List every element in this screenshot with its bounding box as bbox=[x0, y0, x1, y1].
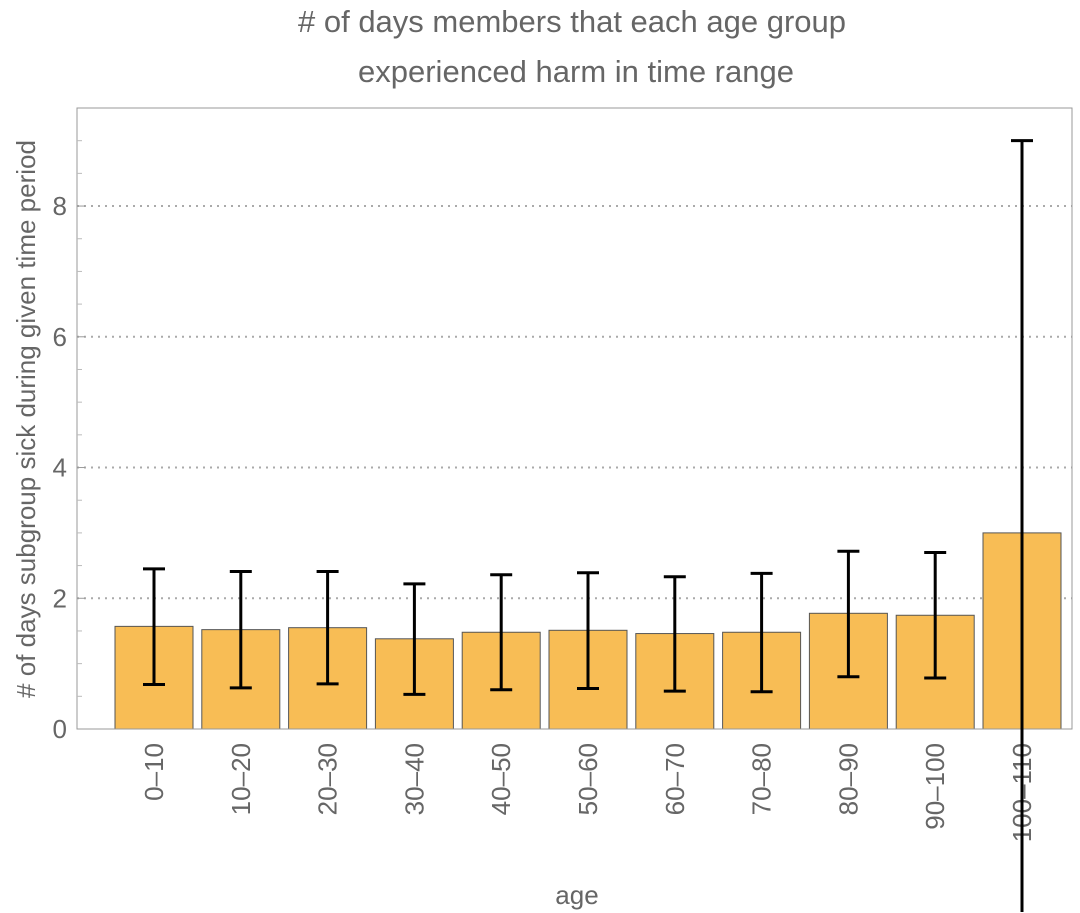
x-tick-label: 40–50 bbox=[486, 743, 516, 815]
y-tick-label: 4 bbox=[53, 453, 67, 483]
x-tick-label: 80–90 bbox=[833, 743, 863, 815]
y-tick-label: 0 bbox=[53, 714, 67, 744]
gridlines bbox=[77, 205, 1072, 600]
y-tick-label: 8 bbox=[53, 191, 67, 221]
y-axis-label: # of days subgroup sick during given tim… bbox=[11, 140, 41, 698]
plot-frame bbox=[76, 107, 1073, 730]
x-tick-label: 0–10 bbox=[139, 743, 169, 801]
y-tick-label: 2 bbox=[53, 583, 67, 613]
x-tick-label: 70–80 bbox=[747, 743, 777, 815]
error-bars bbox=[143, 139, 1033, 913]
x-ticks: 0–10 10–20 20–30 30–40 40–50 50–60 60–70 70–80 8… bbox=[139, 743, 1037, 842]
x-tick-label: 50–60 bbox=[573, 743, 603, 815]
x-tick-label: 30–40 bbox=[399, 743, 429, 815]
x-axis-label: age bbox=[555, 880, 598, 910]
chart-title-line-1: # of days members that each age group bbox=[298, 4, 846, 39]
chart-title-line-2: experienced harm in time range bbox=[358, 54, 794, 89]
y-tick-label: 6 bbox=[53, 322, 67, 352]
x-tick-label: 90–100 bbox=[920, 743, 950, 830]
x-tick-label: 60–70 bbox=[660, 743, 690, 815]
y-ticks: 0 2 4 6 8 bbox=[53, 140, 85, 744]
x-tick-label: 10–20 bbox=[226, 743, 256, 815]
x-tick-label: 20–30 bbox=[313, 743, 343, 815]
